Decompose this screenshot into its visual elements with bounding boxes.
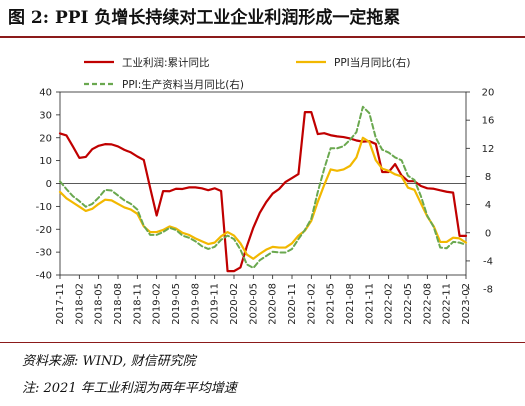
x-tick-label: 2019-05 xyxy=(171,283,182,325)
y-left-tick-label: 10 xyxy=(39,156,52,167)
footer-divider xyxy=(0,342,525,343)
series-line-1 xyxy=(58,136,468,260)
note-text: 注: 2021 年工业利润为两年平均增速 xyxy=(22,381,237,396)
y-right-tick-label: 0 xyxy=(485,228,491,239)
series-line-0 xyxy=(58,111,468,273)
x-tick-label: 2022-05 xyxy=(403,283,414,325)
x-tick-label: 2018-08 xyxy=(113,283,124,325)
chart-axes: 403020100-10-20-30-40201612840-4-82017-1… xyxy=(36,88,495,325)
x-tick-label: 2021-05 xyxy=(326,283,337,325)
y-right-tick-label: 16 xyxy=(482,116,495,127)
legend-label-1: PPI当月同比(右) xyxy=(334,56,410,69)
y-left-tick-label: 20 xyxy=(39,133,52,144)
legend-label-2: PPI:生产资料当月同比(右) xyxy=(122,78,244,91)
chart-series xyxy=(58,105,468,273)
x-tick-label: 2018-02 xyxy=(74,283,85,325)
x-tick-label: 2020-05 xyxy=(248,283,259,325)
x-tick-label: 2020-11 xyxy=(287,283,298,325)
y-left-tick-label: 30 xyxy=(39,110,52,121)
x-tick-label: 2017-11 xyxy=(55,283,66,325)
y-right-tick-label: 8 xyxy=(485,172,491,183)
legend-label-0: 工业利润:累计同比 xyxy=(122,56,210,69)
y-right-tick-label: -4 xyxy=(483,256,493,267)
x-tick-label: 2021-08 xyxy=(345,283,356,325)
x-tick-label: 2023-02 xyxy=(461,283,472,325)
x-tick-label: 2020-08 xyxy=(268,283,279,325)
chart-legend: 工业利润:累计同比 PPI当月同比(右) PPI:生产资料当月同比(右) xyxy=(84,56,410,91)
y-right-tick-label: 20 xyxy=(482,88,495,99)
x-tick-label: 2019-11 xyxy=(210,283,221,325)
y-left-tick-label: 0 xyxy=(46,179,52,190)
series-line-2 xyxy=(59,105,467,269)
x-tick-label: 2018-11 xyxy=(132,283,143,325)
y-right-tick-label: 12 xyxy=(482,144,495,155)
y-right-tick-label: 4 xyxy=(485,200,491,211)
figure-title: 图 2: PPI 负增长持续对工业企业利润形成一定拖累 xyxy=(8,8,401,28)
y-left-tick-label: 40 xyxy=(39,88,52,99)
x-tick-label: 2019-02 xyxy=(152,283,163,325)
x-tick-label: 2021-11 xyxy=(364,283,375,325)
y-left-tick-label: -10 xyxy=(36,202,52,213)
source-note: 资料来源: WIND, 财信研究院 xyxy=(22,354,196,369)
y-left-tick-label: -40 xyxy=(36,271,52,282)
x-tick-label: 2021-02 xyxy=(306,283,317,325)
title-divider xyxy=(0,36,525,38)
line-chart: 工业利润:累计同比 PPI当月同比(右)PPI:生产资料当月同比(右) 40302… xyxy=(36,56,495,325)
x-tick-label: 2022-02 xyxy=(384,283,395,325)
y-left-tick-label: -30 xyxy=(36,248,52,259)
y-right-tick-label: -8 xyxy=(483,285,493,296)
x-tick-label: 2019-08 xyxy=(190,283,201,325)
x-tick-label: 2020-02 xyxy=(229,283,240,325)
x-tick-label: 2022-11 xyxy=(442,283,453,325)
y-left-tick-label: -20 xyxy=(36,225,52,236)
x-tick-label: 2022-08 xyxy=(422,283,433,325)
x-tick-label: 2018-05 xyxy=(94,283,105,325)
